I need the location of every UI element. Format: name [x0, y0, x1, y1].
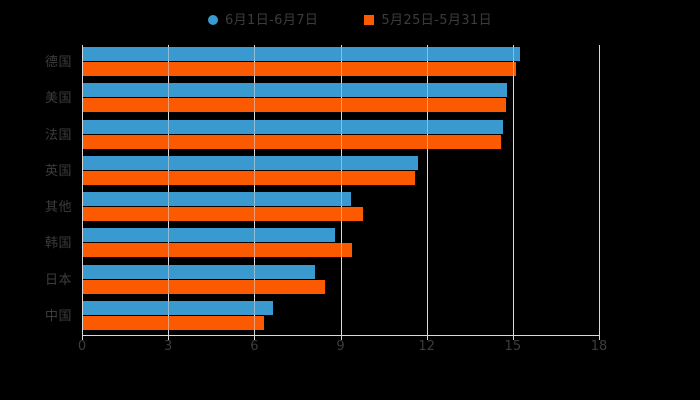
bar-group	[82, 118, 599, 154]
bar-group	[82, 81, 599, 117]
y-axis-label: 法国	[44, 127, 72, 143]
y-axis-line	[82, 45, 83, 335]
y-axis-label: 韩国	[44, 236, 72, 252]
bar-group	[82, 45, 599, 81]
bar[interactable]	[82, 119, 503, 134]
plot-area	[82, 45, 600, 335]
bar[interactable]	[82, 207, 364, 221]
legend-item-label: 6月1日-6月7日	[224, 12, 319, 28]
legend-item-label: 5月25日-5月31日	[381, 12, 493, 28]
legend-item[interactable]: 6月1日-6月7日	[207, 12, 319, 28]
y-axis-label: 英国	[44, 163, 72, 179]
bar[interactable]	[82, 83, 508, 98]
bar-group	[82, 226, 599, 262]
y-axis-label: 德国	[44, 55, 72, 71]
x-axis-labels: 0 3 6 9 12 15 18	[0, 340, 700, 360]
x-axis-label: 18	[590, 339, 608, 354]
bar[interactable]	[82, 47, 520, 61]
bar[interactable]	[82, 134, 502, 149]
bar[interactable]	[82, 279, 325, 294]
bar-group	[82, 299, 599, 335]
y-axis-label: 其他	[44, 200, 72, 216]
bar[interactable]	[82, 228, 335, 243]
bar[interactable]	[82, 264, 315, 279]
y-axis-labels: 德国美国法国英国其他韩国日本中国	[0, 45, 72, 335]
bar[interactable]	[82, 170, 416, 185]
gridline	[599, 45, 600, 335]
bar[interactable]	[82, 155, 419, 170]
bar[interactable]	[82, 192, 351, 206]
legend-square-icon	[364, 15, 375, 25]
legend-dot-icon	[207, 15, 218, 25]
bar[interactable]	[82, 243, 352, 258]
bar[interactable]	[82, 315, 265, 330]
bar[interactable]	[82, 98, 506, 113]
bar[interactable]	[82, 300, 273, 315]
x-axis-label: 0	[77, 339, 87, 354]
x-axis-tick	[82, 335, 83, 340]
bar-series-container	[82, 45, 599, 335]
x-axis-label: 3	[164, 339, 173, 354]
x-axis-tick	[340, 335, 342, 340]
legend-item[interactable]: 5月25日-5月31日	[364, 14, 492, 27]
x-axis-tick	[254, 335, 256, 340]
bar-group	[82, 190, 599, 226]
x-axis-label: 6	[250, 339, 259, 354]
bar-group	[82, 263, 599, 299]
bar[interactable]	[82, 62, 516, 76]
x-axis-label: 15	[504, 339, 522, 354]
x-axis-tick	[599, 335, 600, 340]
y-axis-label: 美国	[44, 91, 72, 107]
x-axis-tick	[512, 335, 514, 340]
chart-legend: 6月1日-6月7日 5月25日-5月31日	[0, 8, 700, 32]
bar-group	[82, 154, 599, 190]
x-axis-tick	[168, 335, 170, 340]
x-axis-label: 12	[418, 339, 435, 354]
y-axis-label: 中国	[44, 308, 72, 324]
y-axis-label: 日本	[44, 272, 72, 288]
x-axis-tick	[426, 335, 428, 340]
x-axis-label: 9	[336, 339, 345, 354]
